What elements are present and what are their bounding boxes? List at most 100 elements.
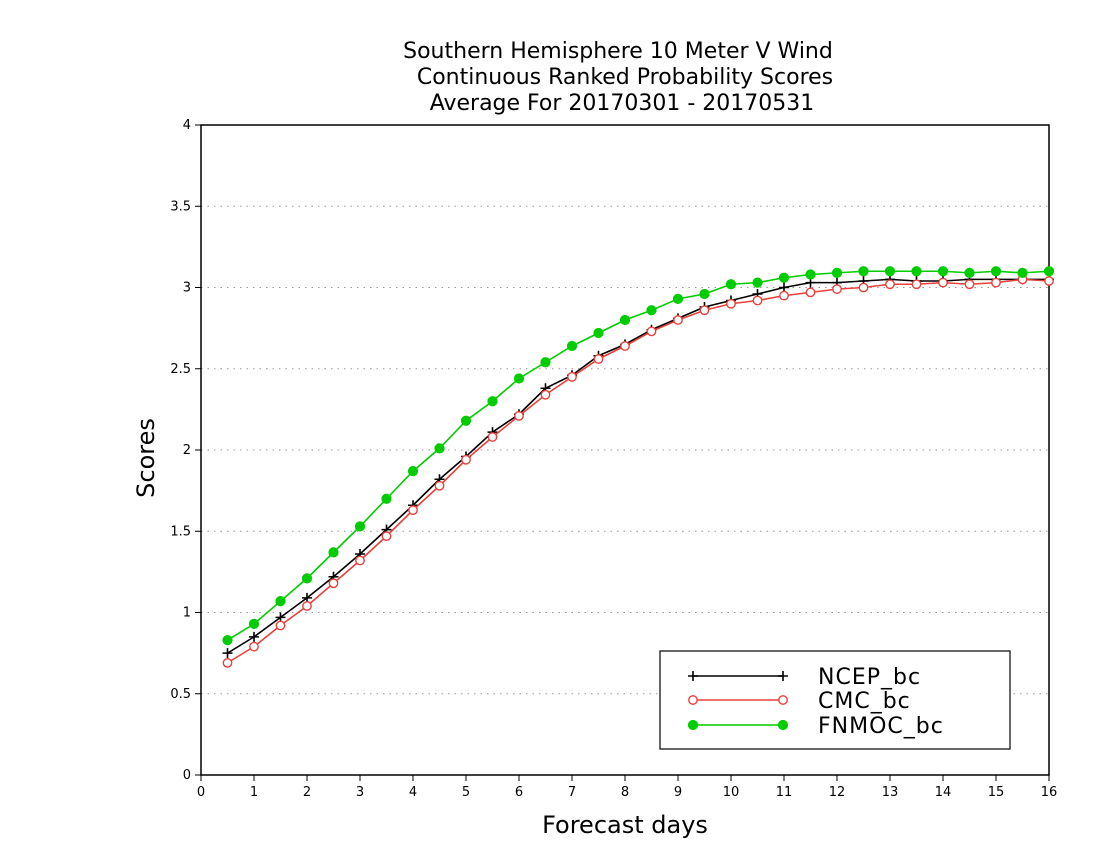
x-tick-label: 14 [935,785,952,800]
data-point [831,267,843,278]
data-point [354,521,366,532]
title-line-1: Southern Hemisphere 10 Meter V Wind [403,39,833,64]
series-line-fnmoc-bc [227,270,1050,641]
data-point [1044,276,1054,286]
data-point [885,279,895,290]
legend-marker [688,671,698,681]
y-tick-labels: 0 0.5 1 1.5 2 2.5 3 3.5 4 [170,118,191,783]
data-point [620,341,630,351]
series-layer [222,266,1055,668]
y-tick-label: 3.5 [170,199,191,214]
legend-label: NCEP_bc [818,665,921,690]
x-tick-label: 0 [197,785,205,800]
data-point [619,314,631,326]
data-point [275,596,286,607]
data-point [991,277,1001,288]
x-tick-label: 8 [621,785,629,800]
data-point [937,266,949,277]
data-point [752,295,763,306]
data-point [673,315,683,325]
x-tick-label: 16 [1041,785,1058,800]
series-fnmoc-bc [222,266,1055,646]
x-tick-label: 3 [356,785,364,800]
data-point [302,601,312,611]
legend-marker [688,695,698,705]
x-tick-label: 11 [776,785,793,800]
series-cmc-bc [222,274,1054,668]
y-tick-label: 2 [183,443,191,458]
x-tick-label: 7 [568,785,576,800]
data-point [540,357,551,368]
data-point [938,277,948,288]
x-tick-label: 2 [303,785,311,800]
data-point [779,290,789,301]
data-point [593,354,604,364]
x-tick-label: 4 [409,785,417,800]
data-point [1017,267,1028,278]
data-point [911,279,922,290]
data-point [964,267,975,278]
data-point [513,373,525,384]
data-point [646,326,657,337]
data-point [249,641,259,652]
data-point [1043,266,1055,277]
data-point [699,288,710,300]
y-tick-label: 0.5 [170,687,191,702]
data-point [964,279,975,290]
y-tick-label: 3 [183,281,191,296]
data-point [460,415,472,426]
data-point [407,466,419,477]
data-point [301,573,313,584]
data-point [778,272,790,283]
legend-marker [777,719,789,731]
axis-ticks [195,124,1050,781]
data-point [832,284,842,295]
data-point [540,389,551,400]
y-tick-label: 1.5 [170,524,191,539]
data-point [381,493,392,504]
x-axis-label: Forecast days [542,811,708,839]
data-point [249,631,259,642]
x-tick-label: 5 [462,785,470,800]
title-line-2: Continuous Ranked Probability Scores [417,65,833,90]
data-point [858,282,869,293]
legend-item-ncep-bc: NCEP_bc [688,665,921,690]
data-point [805,287,816,298]
y-axis-label: Scores [132,418,160,498]
legend-item-cmc-bc: CMC_bc [688,689,911,714]
y-tick-label: 0 [183,768,191,783]
data-point [990,266,1002,277]
data-point [646,305,657,316]
legend-marker [778,695,788,705]
data-point [911,266,922,277]
data-point [752,277,763,288]
data-point [248,618,260,629]
data-point [434,443,445,454]
data-point [514,410,524,421]
legend-label: CMC_bc [818,689,911,714]
data-point [222,648,233,659]
data-point [408,505,418,516]
data-point [884,266,896,277]
data-point [355,555,365,566]
data-point [567,371,577,382]
x-tick-label: 1 [250,785,258,800]
data-point [222,635,233,646]
y-tick-label: 2.5 [170,362,191,377]
x-tick-label: 12 [829,785,846,800]
x-tick-label: 13 [882,785,899,800]
data-point [487,396,498,407]
data-point [434,480,445,491]
y-tick-label: 1 [183,606,191,621]
data-point [593,327,604,339]
data-point [672,293,684,304]
y-tick-label: 4 [183,118,191,133]
x-tick-label: 10 [723,785,740,800]
data-point [275,620,286,631]
data-point [805,269,816,280]
data-point [566,340,578,352]
legend-marker [778,671,788,681]
x-tick-label: 9 [674,785,682,800]
